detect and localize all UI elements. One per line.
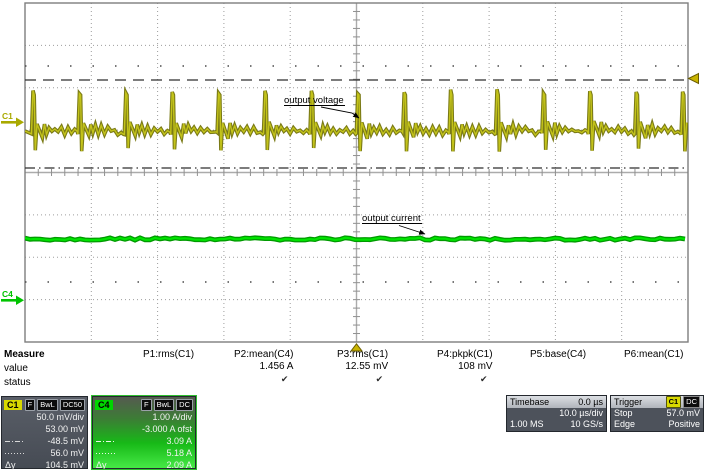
c1-delta-value: 104.5 mV [45, 460, 84, 470]
c4-tag-bwl: BwL [153, 398, 175, 411]
measure-p5-value [530, 361, 586, 374]
c1-waveform-trace-highlight [25, 89, 688, 152]
measure-col-p4[interactable]: P4:pkpk(C1) 108 mV ✔ [437, 349, 493, 387]
trigger-source-tag: C1 [665, 396, 682, 408]
c4-scale: 1.00 A/div [152, 412, 192, 422]
timebase-header: Timebase 0.0 µs [507, 396, 606, 408]
trigger-slope: Positive [668, 419, 700, 429]
c4-delta-label: Δy [96, 460, 107, 470]
measure-title: Measure [4, 349, 45, 360]
measure-p3-value: 12.55 mV [345, 361, 389, 372]
graticule-and-traces [24, 2, 689, 343]
c1-delta-label: Δy [5, 460, 16, 470]
c1-scale: 50.0 mV/div [36, 412, 84, 422]
c4-tag-f: F [140, 398, 152, 411]
annotation-output-current: output current [362, 213, 426, 235]
measure-p3-status: ✔ [375, 374, 384, 384]
measure-table: Measure value status P1:rms(C1) P2:mean(… [0, 348, 704, 392]
c1-marker-arrow-icon [16, 117, 24, 127]
trigger-coupling-tag: DC [683, 396, 700, 408]
measure-value-row-label: value [4, 363, 28, 374]
c4-tag-coupling: DC [176, 398, 193, 411]
c4-marker-bar [1, 299, 16, 302]
measure-p1-value [143, 361, 194, 374]
c4-box-title: C4 [95, 399, 113, 410]
measure-p5-label[interactable]: P5:base(C4) [530, 349, 587, 360]
c1-marker-bar [1, 121, 16, 124]
trigger-position-marker-icon[interactable] [349, 342, 364, 352]
measure-col-p2[interactable]: P2:mean(C4) 1.456 A ✔ [234, 349, 293, 387]
c4-box-header: C4 F BwL DC [93, 397, 195, 411]
c1-tag-f: F [24, 398, 36, 411]
measure-p2-value: 1.456 A [259, 361, 294, 372]
c4-channel-marker[interactable]: C4 [1, 289, 24, 305]
c1-marker-label: C1 [2, 111, 13, 121]
measure-col-p6[interactable]: P6:mean(C1) [624, 349, 683, 387]
c4-marker-label: C4 [2, 289, 13, 299]
c1-offset: 53.00 mV [45, 424, 84, 434]
c1-box-title: C1 [4, 399, 22, 410]
c1-box-header: C1 F BwL DC50 [2, 397, 87, 411]
measure-p4-status: ✔ [480, 374, 488, 384]
trigger-level-marker-icon[interactable] [687, 72, 699, 85]
annotation-output-voltage: output voltage [284, 95, 360, 119]
trigger-title: Trigger [614, 397, 643, 407]
dotted-line-icon [5, 451, 25, 456]
graticule-border [24, 2, 689, 343]
measure-p6-value [624, 361, 683, 374]
measure-col-p1[interactable]: P1:rms(C1) [143, 349, 194, 387]
timebase-title: Timebase [510, 397, 550, 407]
measure-p4-value: 108 mV [458, 361, 493, 372]
timebase-scale: 10.0 µs/div [559, 408, 603, 418]
c4-cursor-low-value: 3.09 A [166, 436, 192, 446]
measure-p1-status [143, 374, 194, 387]
c4-offset: -3.000 A ofst [141, 424, 192, 434]
trigger-level: 57.0 mV [666, 408, 700, 418]
trigger-panel[interactable]: Trigger C1 DC Stop 57.0 mV Edge Positive [610, 395, 704, 432]
c1-tag-coupling: DC50 [59, 398, 85, 411]
measure-p4-label[interactable]: P4:pkpk(C1) [437, 349, 493, 360]
c4-cursor-high-value: 5.18 A [166, 448, 192, 458]
timebase-rate: 10 GS/s [570, 419, 603, 429]
measure-p6-status [624, 374, 683, 387]
c1-cursor-high-value: 56.0 mV [50, 448, 84, 458]
measure-p6-label[interactable]: P6:mean(C1) [624, 349, 684, 360]
measure-p2-label[interactable]: P2:mean(C4) [234, 349, 294, 360]
timebase-panel[interactable]: Timebase 0.0 µs 10.0 µs/div 1.00 MS 10 G… [506, 395, 607, 432]
c1-descriptor-box[interactable]: C1 F BwL DC50 50.0 mV/div 53.00 mV -48.5… [1, 396, 88, 470]
trigger-mode: Stop [614, 408, 633, 418]
timebase-samples: 1.00 MS [510, 419, 544, 429]
output-voltage-leader-arrow [320, 106, 360, 119]
measure-status-row-label: status [4, 377, 31, 388]
dotted-line-icon [96, 451, 116, 456]
c4-marker-arrow-icon [16, 295, 24, 305]
c1-channel-marker[interactable]: C1 [1, 111, 24, 127]
measure-p3-label[interactable]: P3:rms(C1) [337, 349, 389, 360]
output-voltage-label: output voltage [284, 95, 344, 106]
c1-cursor-low-value: -48.5 mV [47, 436, 84, 446]
timebase-position: 0.0 µs [578, 397, 603, 407]
measure-p1-label[interactable]: P1:rms(C1) [143, 349, 195, 360]
measure-col-p3[interactable]: P3:rms(C1) 12.55 mV ✔ [337, 349, 388, 387]
output-current-label: output current [362, 213, 421, 224]
trigger-kind: Edge [614, 419, 636, 429]
dashdot-line-icon [5, 439, 25, 444]
c4-waveform-trace-highlight [25, 236, 686, 242]
c4-delta-value: 2.09 A [166, 460, 192, 470]
dashdot-line-icon [96, 439, 116, 444]
c1-tag-bwl: BwL [37, 398, 58, 411]
output-current-leader-arrow [398, 225, 426, 235]
c4-descriptor-box[interactable]: C4 F BwL DC 1.00 A/div -3.000 A ofst 3.0… [91, 395, 197, 470]
measure-col-p5[interactable]: P5:base(C4) [530, 349, 586, 387]
measure-p2-status: ✔ [280, 374, 289, 384]
measure-p5-status [530, 374, 586, 387]
trigger-header: Trigger C1 DC [611, 396, 703, 408]
oscilloscope-plot: C1 C4 output voltage output current [1, 2, 699, 352]
